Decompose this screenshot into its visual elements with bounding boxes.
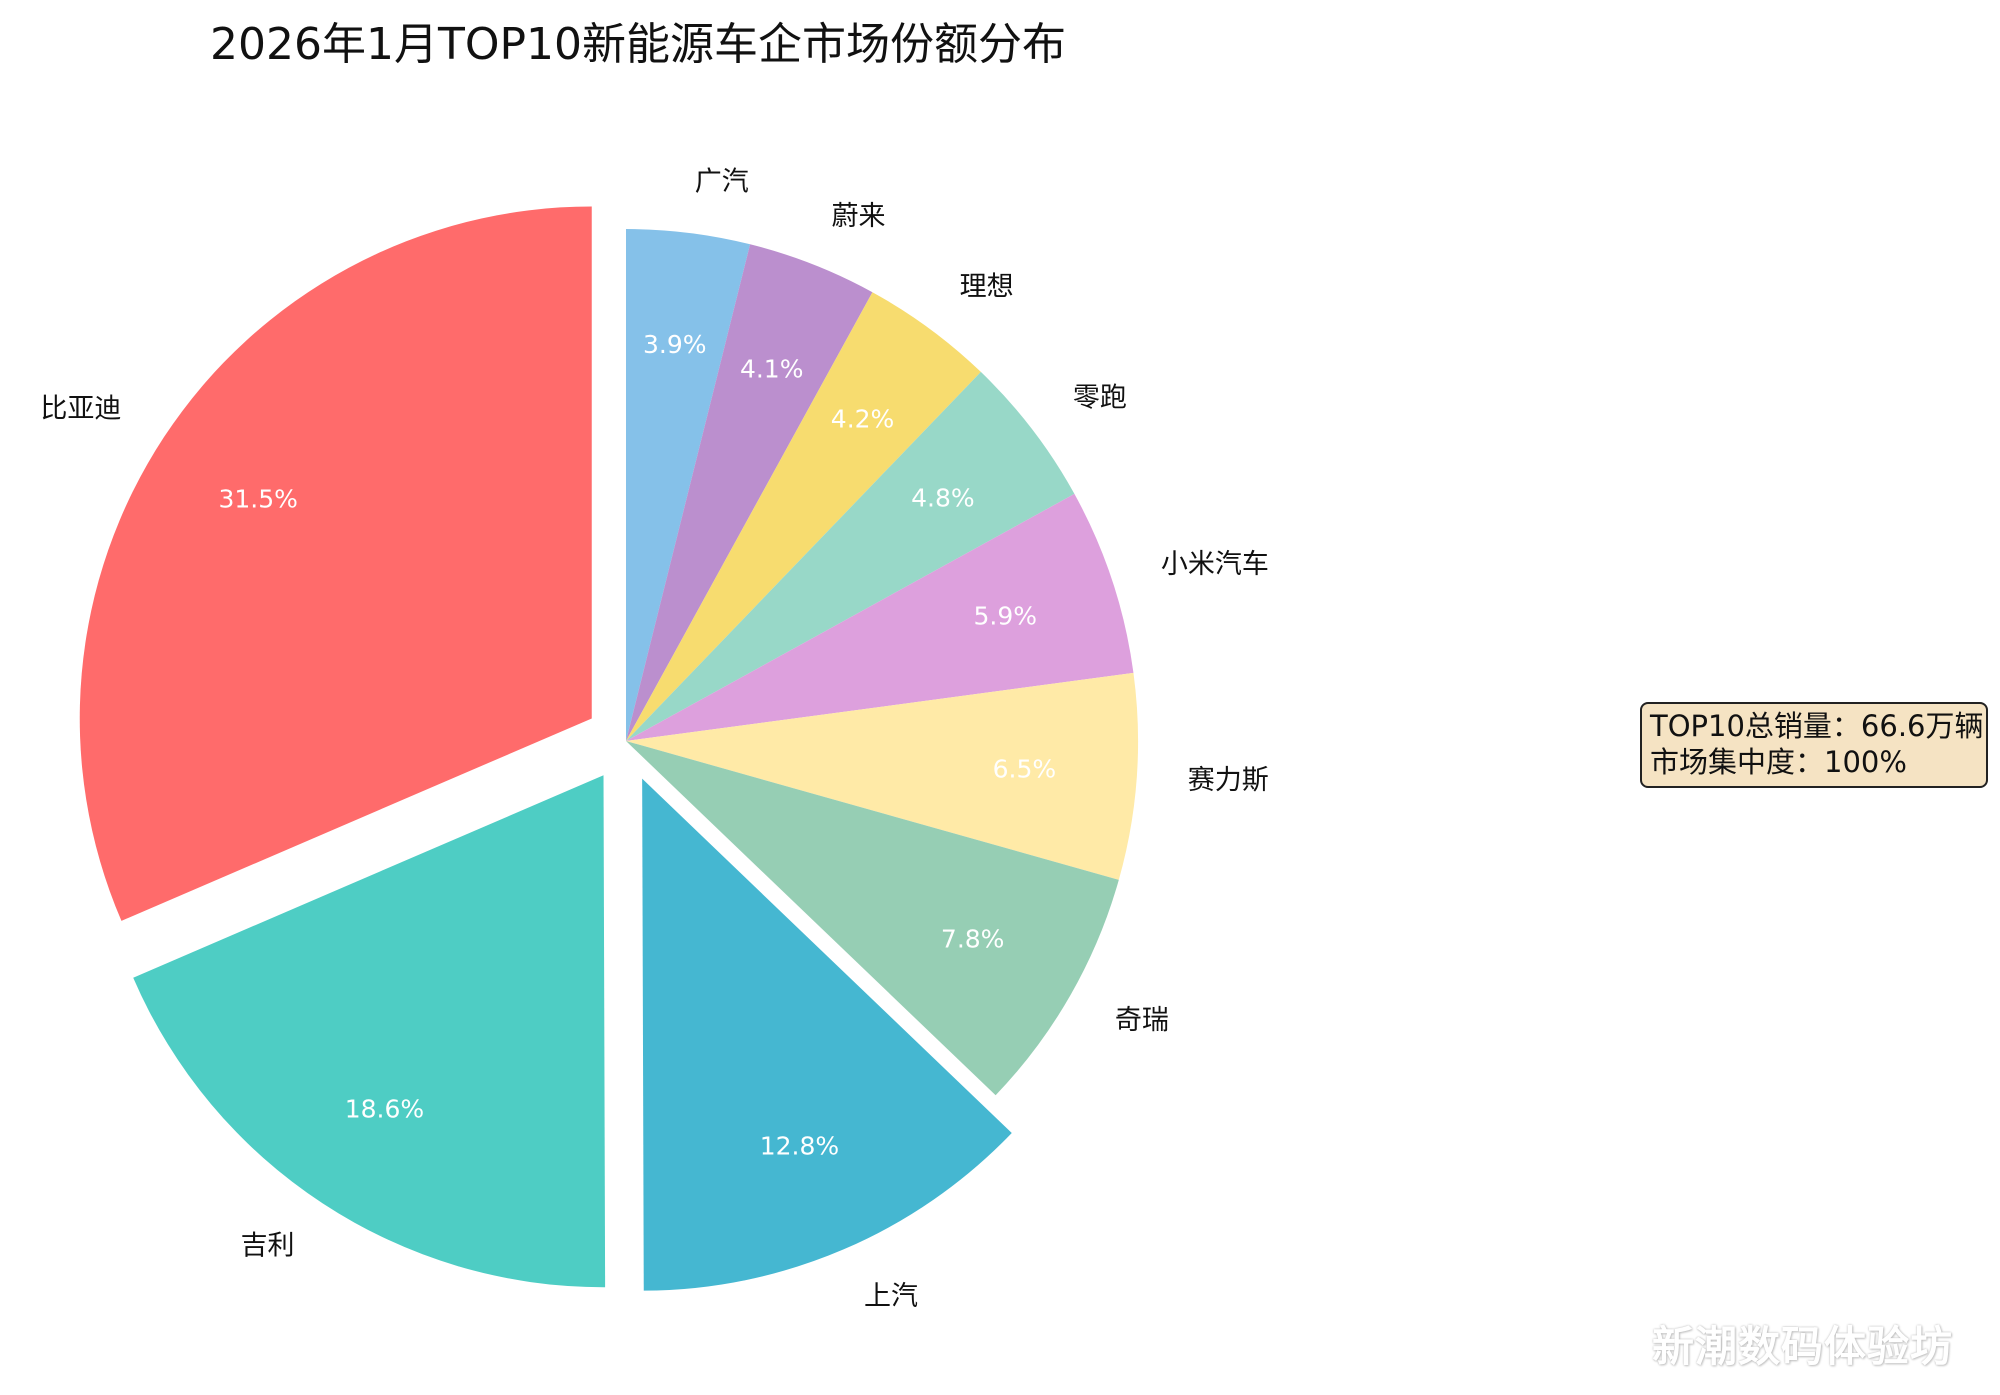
slice-label: 赛力斯 [1188, 765, 1269, 796]
slice-label: 零跑 [1073, 383, 1127, 414]
pie-slice-0 [626, 229, 751, 741]
percent-label: 5.9% [974, 601, 1038, 630]
percent-label: 4.2% [831, 405, 895, 434]
slice-label: 比亚迪 [40, 393, 121, 424]
total-sales-text: TOP10总销量：66.6万辆 [1650, 709, 1984, 743]
concentration-text: 市场集中度：100% [1650, 745, 1907, 779]
slice-label: 上汽 [864, 1281, 918, 1312]
percent-label: 31.5% [218, 484, 297, 513]
pie-slice-2 [626, 292, 981, 741]
pie-slices [79, 206, 1138, 1291]
pie-slice-3 [626, 371, 1075, 741]
slice-label: 广汽 [695, 167, 749, 198]
pie-slice-4 [626, 493, 1134, 741]
percent-label: 18.6% [345, 1095, 424, 1124]
watermark: 新潮数码体验坊 [1652, 1322, 1954, 1371]
percent-label: 7.8% [941, 925, 1005, 954]
percent-label: 4.8% [911, 483, 975, 512]
percent-label: 3.9% [643, 330, 707, 359]
pie-slice-9 [79, 206, 592, 921]
percent-labels: 3.9% 4.1% 4.2% 4.8% 5.9% 6.5% 7.8% 12.8% 18.6% 31… [218, 330, 1056, 1160]
percent-label: 4.1% [740, 355, 804, 384]
slice-label: 蔚来 [831, 201, 885, 232]
slice-label: 理想 [960, 272, 1014, 303]
pie-slice-6 [626, 741, 1119, 1096]
summary-stats-box: TOP10总销量：66.6万辆 市场集中度：100% [1640, 702, 1988, 788]
pie-slice-5 [626, 672, 1138, 880]
slice-label: 小米汽车 [1161, 549, 1269, 580]
slice-label: 奇瑞 [1115, 1005, 1169, 1036]
pie-slice-7 [642, 778, 1012, 1291]
percent-label: 12.8% [760, 1131, 839, 1160]
pie-slice-1 [626, 244, 873, 742]
pie-slice-8 [133, 775, 606, 1288]
chart-title: 2026年1月TOP10新能源车企市场份额分布 [210, 19, 1067, 70]
slice-label: 吉利 [241, 1231, 295, 1262]
percent-label: 6.5% [993, 755, 1057, 784]
